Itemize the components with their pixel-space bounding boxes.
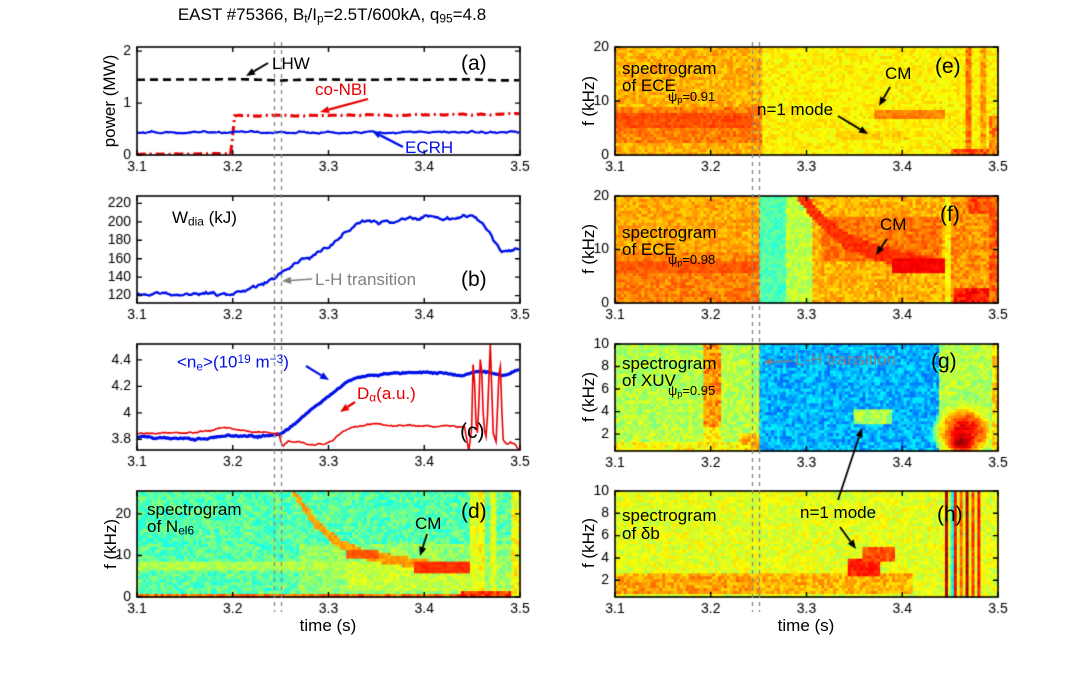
spectrogram-label-e-line1: spectrogram — [622, 59, 717, 78]
panel-letter-e: (e) — [935, 55, 961, 78]
lh-transition-label-g: L-H transition — [795, 350, 897, 369]
ecrh-label: ECRH — [405, 138, 454, 157]
wdia-label: Wdia (kJ) — [172, 208, 237, 229]
spectrogram-label-f-line2: of ECE — [622, 240, 676, 259]
panel-letter-f: (f) — [940, 203, 960, 226]
n1-mode-label-e: n=1 mode — [757, 100, 834, 119]
ne-label: <ne>(1019 m−3) — [177, 352, 289, 374]
spectrogram-label-h-line2: of δb — [622, 524, 660, 543]
spectrogram-label-g-line1: spectrogram — [622, 354, 717, 373]
spectrogram-label-e-line2: of ECE — [622, 76, 676, 95]
cm-label-f: CM — [880, 215, 907, 234]
spectrogram-label-d-line2: of Nel6 — [147, 517, 195, 538]
cm-label-d: CM — [415, 514, 442, 533]
spectrogram-label-f-line1: spectrogram — [622, 223, 717, 242]
dalpha-label: Dα(a.u.) — [357, 384, 416, 405]
spectrogram-label-g-line2: of XUV — [622, 371, 676, 390]
panel-letter-h: (h) — [937, 503, 963, 526]
psi-label-e: ψp=0.91 — [668, 89, 716, 106]
co-nbi-label: co-NBI — [315, 80, 367, 99]
psi-label-f: ψp=0.98 — [668, 252, 716, 269]
x-axis-label-left: time (s) — [299, 616, 357, 635]
panel-letter-b: (b) — [461, 268, 487, 291]
spectrogram-label-h-line1: spectrogram — [622, 506, 717, 525]
psi-label-g: ψp=0.95 — [668, 383, 716, 400]
spectrogram-label-d-line1: spectrogram — [147, 500, 242, 519]
cm-label-e: CM — [885, 64, 912, 83]
lh-transition-label-b: L-H transition — [315, 270, 417, 289]
panel-letter-a: (a) — [461, 52, 487, 75]
figure-title: EAST #75366, Bt/Ip=2.5T/600kA, q95=4.8 — [177, 5, 487, 26]
lhw-label: LHW — [272, 54, 310, 73]
panel-letter-c: (c) — [460, 420, 485, 443]
n1-mode-label-h: n=1 mode — [800, 503, 877, 522]
x-axis-label-right: time (s) — [777, 616, 835, 635]
panel-letter-g: (g) — [931, 350, 957, 373]
panel-letter-d: (d) — [461, 500, 487, 523]
